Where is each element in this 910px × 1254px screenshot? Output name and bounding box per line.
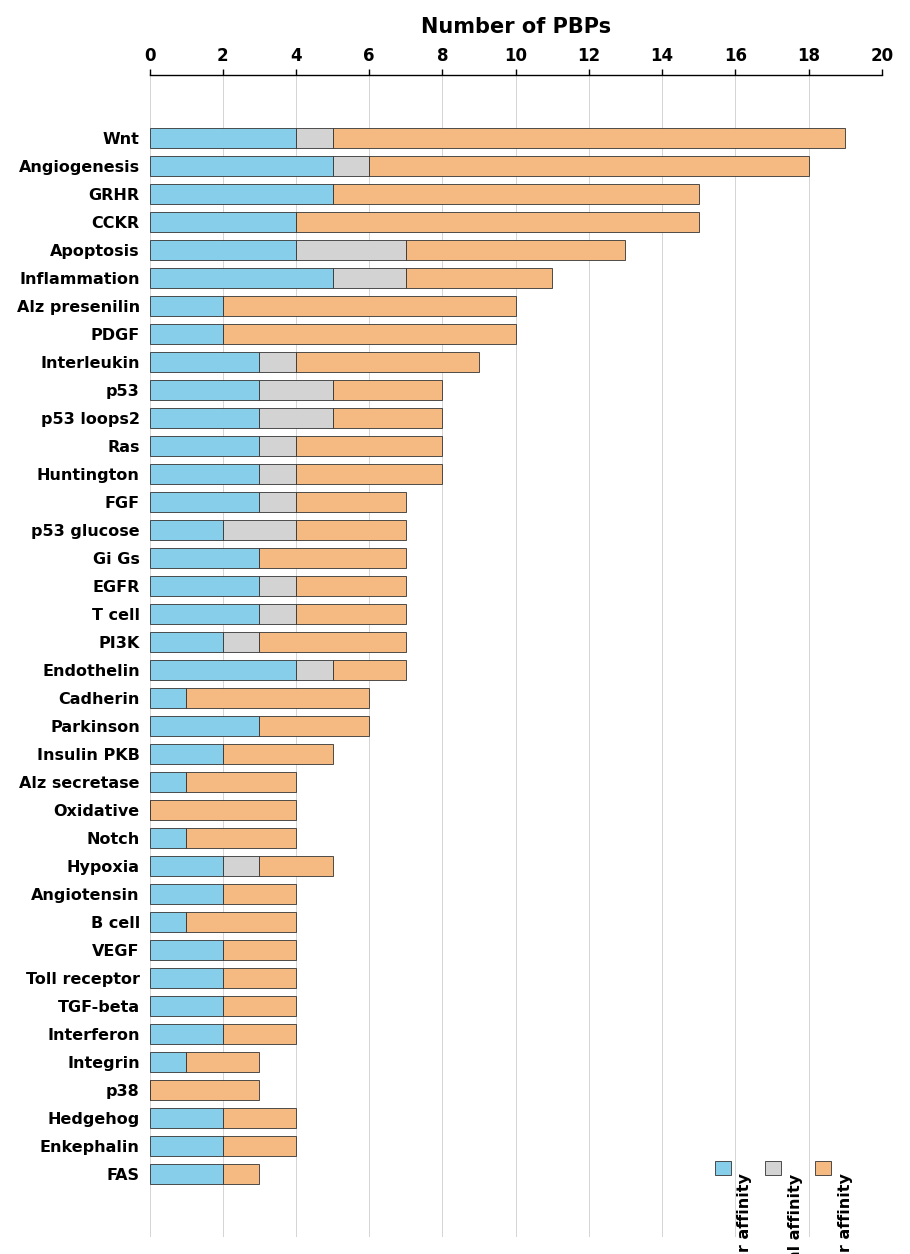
Bar <box>149 604 259 624</box>
Bar <box>223 1109 296 1129</box>
Bar <box>259 408 332 428</box>
Bar <box>223 940 296 961</box>
Bar <box>149 688 187 709</box>
Bar <box>149 884 223 904</box>
Bar <box>149 576 259 596</box>
Bar <box>223 996 296 1017</box>
Bar <box>149 1136 223 1156</box>
Bar <box>149 296 223 316</box>
Bar <box>149 800 296 820</box>
Bar <box>149 632 223 652</box>
Bar <box>187 688 369 709</box>
Bar <box>187 912 296 933</box>
Bar <box>149 1052 187 1072</box>
Bar <box>296 128 332 148</box>
Bar <box>259 716 369 736</box>
Bar <box>149 184 332 204</box>
Bar <box>149 856 223 877</box>
Bar <box>259 380 332 400</box>
Bar <box>223 744 332 764</box>
Bar <box>406 268 552 288</box>
Bar <box>259 352 296 372</box>
Bar <box>149 716 259 736</box>
Bar <box>332 380 442 400</box>
Bar <box>332 155 369 176</box>
Bar <box>223 1025 296 1045</box>
Bar <box>187 772 296 793</box>
Bar <box>259 604 296 624</box>
Bar <box>223 856 259 877</box>
Bar <box>296 436 442 456</box>
Bar <box>296 576 406 596</box>
Bar <box>149 212 296 232</box>
Bar <box>149 240 296 260</box>
Bar <box>149 912 187 933</box>
Bar <box>149 380 259 400</box>
Bar <box>223 632 259 652</box>
Bar <box>149 408 259 428</box>
Bar <box>296 660 332 680</box>
X-axis label: Number of PBPs: Number of PBPs <box>420 16 611 36</box>
Bar <box>296 604 406 624</box>
Bar <box>149 1025 223 1045</box>
Bar <box>406 240 625 260</box>
Bar <box>223 324 516 344</box>
Bar <box>149 744 223 764</box>
Bar <box>223 884 296 904</box>
Bar <box>149 268 332 288</box>
Bar <box>149 828 187 848</box>
Bar <box>332 268 406 288</box>
Bar <box>296 520 406 540</box>
Bar <box>332 128 845 148</box>
Bar <box>223 1164 259 1185</box>
Bar <box>296 492 406 512</box>
Bar <box>149 520 223 540</box>
Bar <box>149 352 259 372</box>
Bar <box>259 576 296 596</box>
Bar <box>332 184 699 204</box>
Bar <box>259 464 296 484</box>
Bar <box>332 408 442 428</box>
Bar <box>149 436 259 456</box>
Bar <box>149 1164 223 1185</box>
Bar <box>149 772 187 793</box>
Bar <box>149 492 259 512</box>
Bar <box>296 212 699 232</box>
Bar <box>187 1052 259 1072</box>
Bar <box>259 436 296 456</box>
Bar <box>223 296 516 316</box>
Bar <box>223 968 296 988</box>
Bar <box>296 464 442 484</box>
Bar <box>149 128 296 148</box>
Bar <box>259 492 296 512</box>
Bar <box>296 240 406 260</box>
Bar <box>369 155 809 176</box>
Bar <box>223 1136 296 1156</box>
Bar <box>149 996 223 1017</box>
Bar <box>259 632 406 652</box>
Bar <box>149 155 332 176</box>
Bar <box>332 660 406 680</box>
Bar <box>259 856 332 877</box>
Bar <box>149 968 223 988</box>
Bar <box>149 1080 259 1101</box>
Bar <box>149 464 259 484</box>
Bar <box>149 1109 223 1129</box>
Legend: Lower affinity, Equal affinity, Higher affinity: Lower affinity, Equal affinity, Higher a… <box>709 1038 859 1183</box>
Bar <box>259 548 406 568</box>
Bar <box>149 548 259 568</box>
Bar <box>149 940 223 961</box>
Bar <box>187 828 296 848</box>
Bar <box>149 660 296 680</box>
Bar <box>149 324 223 344</box>
Bar <box>223 520 296 540</box>
Bar <box>296 352 479 372</box>
